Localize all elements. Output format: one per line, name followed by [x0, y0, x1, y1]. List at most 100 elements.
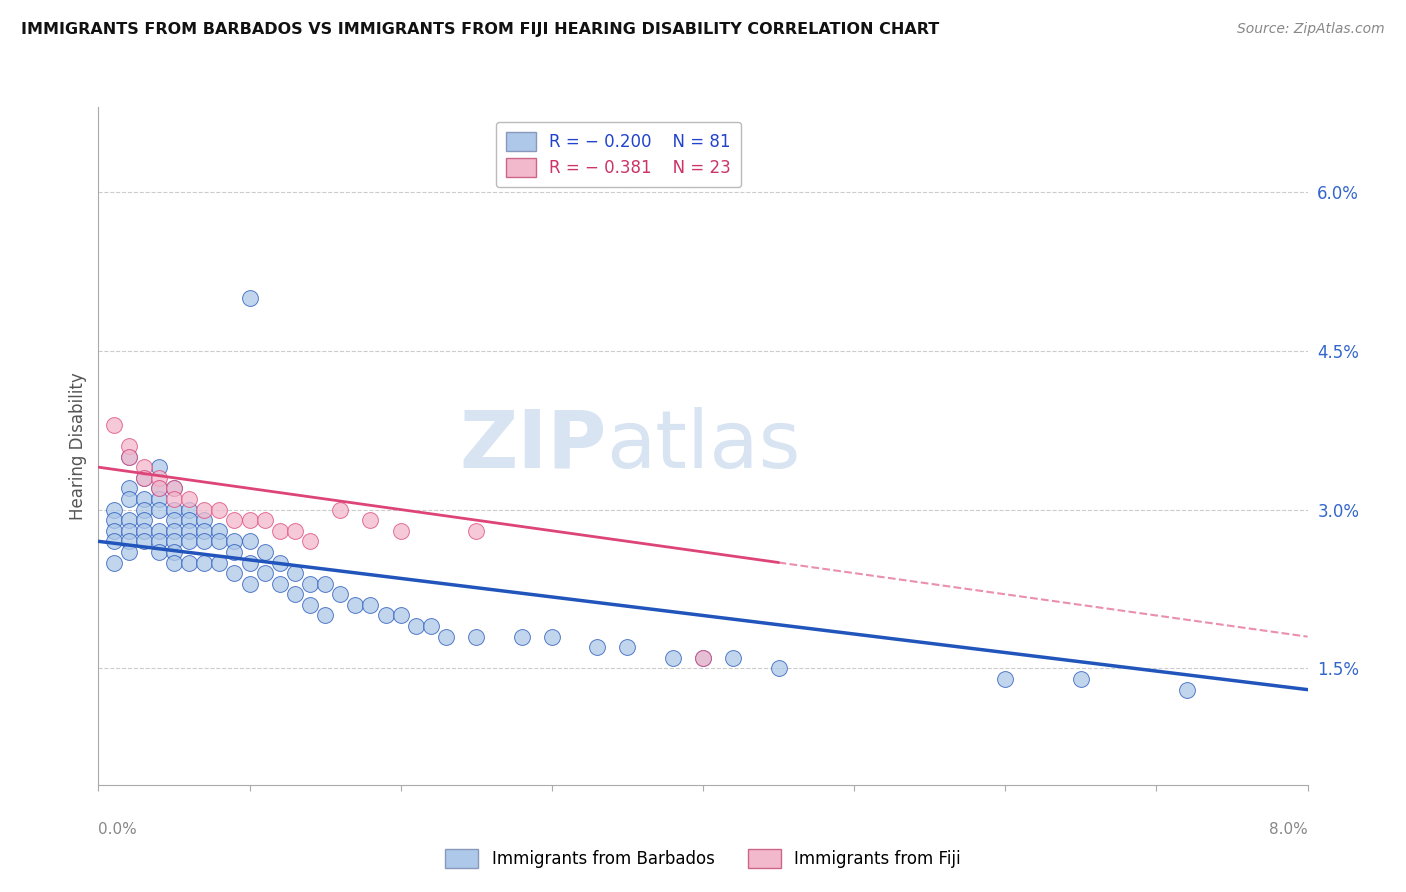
Point: [179, 513, 201, 527]
Text: 8.0%: 8.0%: [1268, 822, 1308, 838]
Point: [239, 556, 262, 570]
Point: [118, 439, 141, 453]
Point: [329, 587, 352, 601]
Point: [1070, 672, 1092, 686]
Point: [148, 524, 170, 538]
Point: [434, 630, 457, 644]
Point: [586, 640, 609, 655]
Point: [193, 524, 215, 538]
Point: [692, 651, 714, 665]
Point: [208, 556, 231, 570]
Point: [148, 471, 170, 485]
Point: [616, 640, 638, 655]
Point: [163, 524, 186, 538]
Point: [329, 502, 352, 516]
Point: [344, 598, 367, 612]
Point: [132, 534, 155, 549]
Point: [103, 502, 125, 516]
Point: [253, 545, 276, 559]
Point: [118, 545, 141, 559]
Point: [299, 534, 322, 549]
Point: [163, 481, 186, 495]
Point: [148, 481, 170, 495]
Point: [239, 534, 262, 549]
Point: [405, 619, 427, 633]
Point: [208, 524, 231, 538]
Point: [118, 491, 141, 506]
Point: [208, 534, 231, 549]
Point: [148, 491, 170, 506]
Point: [193, 502, 215, 516]
Point: [163, 481, 186, 495]
Point: [148, 481, 170, 495]
Point: [163, 534, 186, 549]
Point: [132, 513, 155, 527]
Point: [118, 450, 141, 464]
Point: [208, 502, 231, 516]
Point: [540, 630, 562, 644]
Point: [148, 545, 170, 559]
Point: [148, 502, 170, 516]
Point: [420, 619, 443, 633]
Point: [389, 524, 412, 538]
Point: [389, 608, 412, 623]
Point: [118, 513, 141, 527]
Point: [148, 460, 170, 475]
Text: ZIP: ZIP: [458, 407, 606, 485]
Point: [179, 491, 201, 506]
Point: [269, 576, 291, 591]
Point: [132, 491, 155, 506]
Point: [314, 576, 336, 591]
Text: 0.0%: 0.0%: [98, 822, 138, 838]
Point: [239, 513, 262, 527]
Point: [239, 291, 262, 305]
Point: [193, 534, 215, 549]
Point: [148, 534, 170, 549]
Point: [103, 513, 125, 527]
Point: [284, 524, 307, 538]
Point: [118, 524, 141, 538]
Point: [269, 556, 291, 570]
Point: [224, 534, 246, 549]
Point: [132, 502, 155, 516]
Point: [374, 608, 396, 623]
Point: [163, 491, 186, 506]
Point: [132, 460, 155, 475]
Point: [224, 513, 246, 527]
Point: [179, 502, 201, 516]
Point: [132, 471, 155, 485]
Point: [103, 534, 125, 549]
Point: [465, 630, 488, 644]
Point: [510, 630, 533, 644]
Point: [299, 598, 322, 612]
Point: [360, 513, 382, 527]
Point: [193, 513, 215, 527]
Point: [723, 651, 745, 665]
Text: IMMIGRANTS FROM BARBADOS VS IMMIGRANTS FROM FIJI HEARING DISABILITY CORRELATION : IMMIGRANTS FROM BARBADOS VS IMMIGRANTS F…: [21, 22, 939, 37]
Text: atlas: atlas: [606, 407, 800, 485]
Point: [118, 450, 141, 464]
Point: [103, 417, 125, 432]
Point: [1175, 682, 1198, 697]
Point: [284, 587, 307, 601]
Point: [299, 576, 322, 591]
Text: Source: ZipAtlas.com: Source: ZipAtlas.com: [1237, 22, 1385, 37]
Point: [314, 608, 336, 623]
Point: [224, 566, 246, 580]
Point: [179, 556, 201, 570]
Point: [132, 471, 155, 485]
Point: [118, 534, 141, 549]
Point: [163, 513, 186, 527]
Point: [239, 576, 262, 591]
Point: [360, 598, 382, 612]
Point: [253, 566, 276, 580]
Point: [661, 651, 683, 665]
Point: [132, 524, 155, 538]
Point: [163, 502, 186, 516]
Legend: R = − 0.200    N = 81, R = − 0.381    N = 23: R = − 0.200 N = 81, R = − 0.381 N = 23: [496, 122, 741, 187]
Point: [193, 556, 215, 570]
Point: [179, 534, 201, 549]
Point: [284, 566, 307, 580]
Point: [994, 672, 1017, 686]
Y-axis label: Hearing Disability: Hearing Disability: [69, 372, 87, 520]
